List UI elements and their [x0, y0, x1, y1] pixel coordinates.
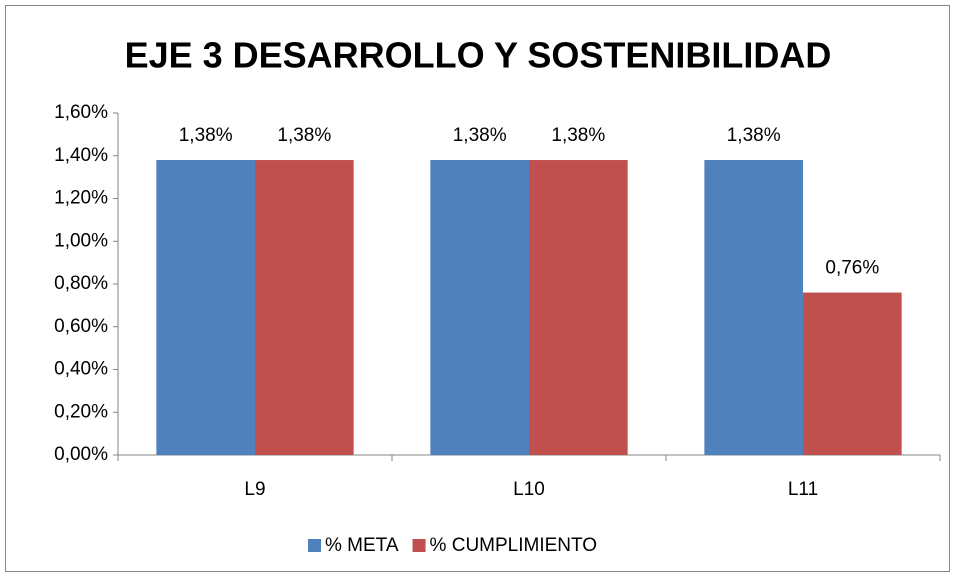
y-tick-label: 0,80%: [54, 273, 108, 294]
y-tick-label: 1,40%: [54, 145, 108, 166]
legend-swatch: [308, 539, 321, 552]
y-tick-label: 1,20%: [54, 188, 108, 209]
y-tick-label: 0,00%: [54, 444, 108, 465]
y-tick-label: 0,40%: [54, 359, 108, 380]
value-label: 1,38%: [453, 125, 507, 146]
bar: [803, 292, 902, 455]
bar: [430, 160, 529, 455]
x-tick-label: L10: [513, 479, 545, 500]
x-tick-label: L11: [788, 479, 818, 500]
legend-swatch: [412, 539, 426, 552]
x-tick-label: L9: [244, 479, 265, 500]
y-tick-label: 1,00%: [54, 230, 108, 251]
value-label: 1,38%: [551, 125, 605, 146]
bar: [156, 160, 255, 455]
legend-label: % META: [325, 535, 399, 556]
value-label: 1,38%: [727, 125, 781, 146]
value-label: 1,38%: [277, 125, 331, 146]
y-tick-label: 0,20%: [54, 401, 108, 422]
value-label: 1,38%: [179, 125, 233, 146]
bar: [529, 160, 628, 455]
chart-title: EJE 3 DESARROLLO Y SOSTENIBILIDAD: [125, 35, 832, 76]
bar: [255, 160, 354, 455]
y-tick-label: 1,60%: [54, 102, 108, 123]
bar: [704, 160, 803, 455]
y-tick-label: 0,60%: [54, 316, 108, 337]
value-label: 0,76%: [825, 258, 879, 279]
legend-label: % CUMPLIMIENTO: [430, 535, 598, 556]
